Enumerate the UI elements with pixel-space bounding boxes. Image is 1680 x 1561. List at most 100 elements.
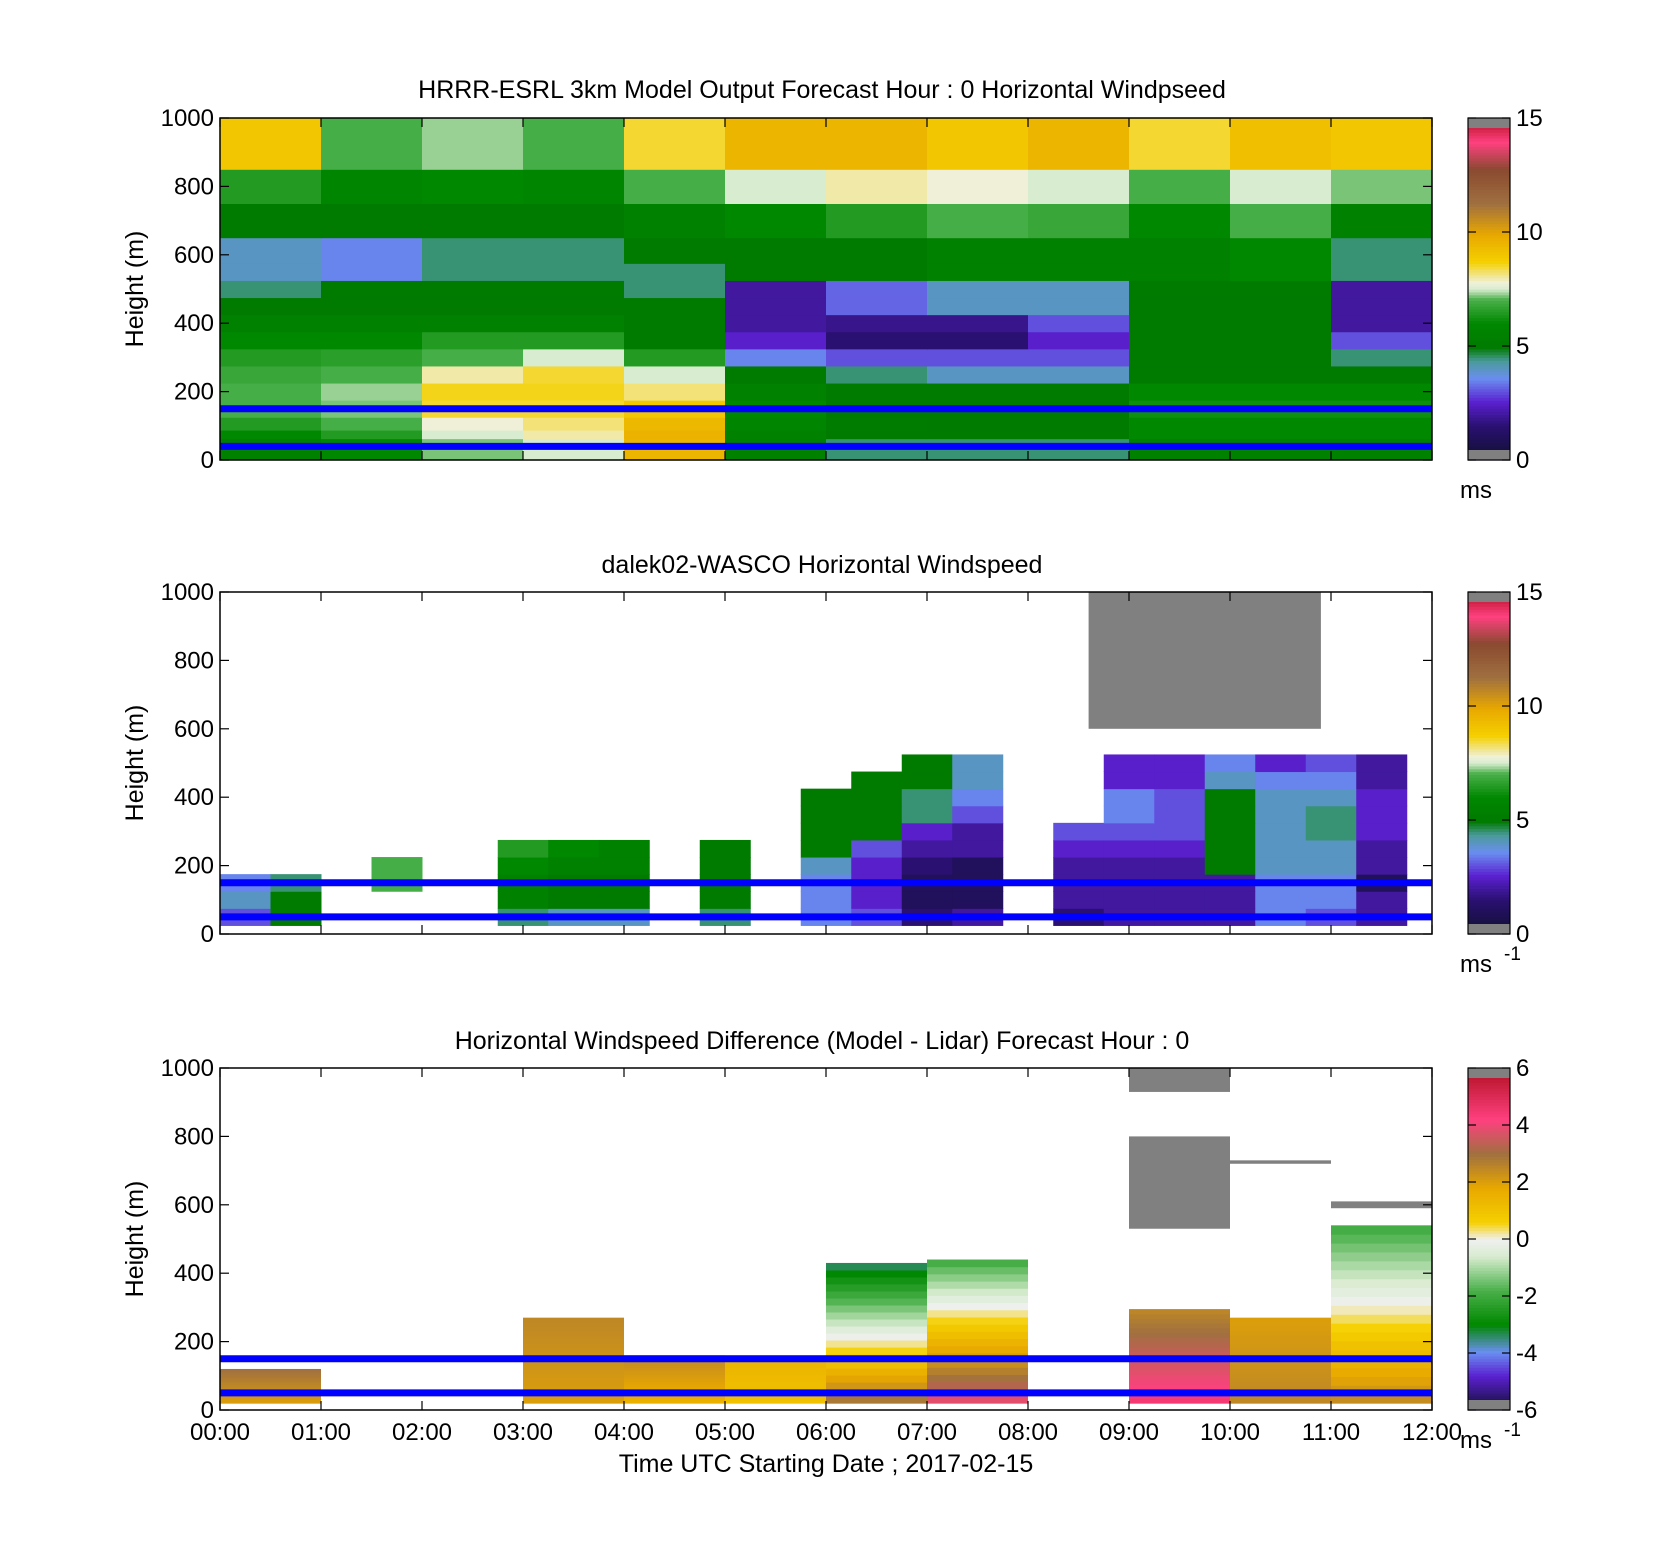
colorbar-swatch <box>1468 916 1510 921</box>
colorbar-swatch <box>1468 334 1510 339</box>
colorbar-swatch <box>1468 431 1510 435</box>
y-tick-label: 200 <box>174 853 214 880</box>
colorbar-swatch <box>1468 637 1510 642</box>
heatmap-cell <box>624 263 726 281</box>
colorbar-swatch <box>1468 175 1510 179</box>
heatmap-cell <box>1331 118 1432 170</box>
heatmap-cell <box>1129 1398 1230 1404</box>
y-tick-label: 400 <box>174 1260 214 1287</box>
heatmap-cell <box>220 1398 321 1401</box>
colorbar-swatch <box>1468 1173 1510 1177</box>
colorbar-frame <box>1467 591 1511 935</box>
colorbar-swatch <box>1468 223 1510 227</box>
colorbar-swatch <box>1468 1244 1510 1249</box>
colorbar-swatch <box>1468 1210 1510 1214</box>
heatmap-cell <box>523 263 625 281</box>
colorbar-swatch <box>1468 668 1510 673</box>
colorbar-tick-label: 10 <box>1516 219 1543 246</box>
heatmap-cell <box>1230 237 1332 264</box>
colorbar-swatch <box>1468 820 1510 824</box>
heatmap-cell <box>725 297 827 316</box>
colorbar-swatch <box>1468 1150 1510 1155</box>
heatmap-cell <box>1103 822 1155 841</box>
heatmap-cell <box>1204 822 1256 841</box>
heatmap-cell <box>1331 1278 1432 1289</box>
colorbar-swatch <box>1468 1247 1510 1251</box>
colorbar-swatch <box>1468 368 1510 373</box>
heatmap-cell <box>523 1326 624 1331</box>
colorbar-swatch <box>1468 671 1510 676</box>
heatmap-cell <box>725 1369 826 1373</box>
heatmap-cell <box>624 348 726 367</box>
out-of-range-region <box>1129 1136 1230 1229</box>
heatmap-cell <box>901 839 953 858</box>
colorbar-swatch <box>1468 680 1510 684</box>
colorbar-swatch <box>1468 206 1510 210</box>
colorbar-swatch <box>1468 246 1510 250</box>
colorbar-swatch <box>1468 1087 1510 1092</box>
heatmap-cell <box>1129 1351 1230 1357</box>
colorbar-swatch <box>1468 1085 1510 1089</box>
heatmap-cell <box>1129 1346 1230 1352</box>
colorbar-swatch <box>1468 894 1510 898</box>
heatmap-cell <box>1305 805 1357 824</box>
colorbar-swatch <box>1468 1307 1510 1311</box>
heatmap-cell <box>1230 1398 1331 1404</box>
colorbar-swatch <box>1468 694 1510 699</box>
x-tick-label: 09:00 <box>1099 1419 1159 1446</box>
heatmap-cell <box>800 805 852 824</box>
heatmap-cell <box>826 1333 927 1341</box>
colorbar-swatch <box>1468 1090 1510 1095</box>
colorbar-swatch <box>1468 1355 1510 1360</box>
heatmap-cell <box>220 280 322 299</box>
heatmap-cell <box>1103 857 1155 875</box>
colorbar-swatch <box>1468 757 1510 761</box>
heatmap-cell <box>952 754 1004 773</box>
heatmap-cell <box>1204 788 1256 807</box>
colorbar-swatch <box>1468 1179 1510 1183</box>
heatmap-cell <box>851 839 903 858</box>
colorbar-swatch <box>1468 797 1510 801</box>
colorbar-swatch <box>1468 1353 1510 1357</box>
y-tick-label: 600 <box>174 242 214 269</box>
heatmap-cell <box>725 348 827 367</box>
panel-lidar-colorbar: 0 5 10 15 ms -1 <box>1460 579 1543 978</box>
heatmap-cell <box>1331 383 1432 401</box>
colorbar-swatch <box>1468 403 1510 407</box>
colorbar-swatch <box>1468 1370 1510 1374</box>
heatmap-cell <box>220 891 271 909</box>
heatmap-cell <box>1331 263 1432 281</box>
colorbar-swatch <box>1468 391 1510 396</box>
heatmap-cell <box>725 263 827 281</box>
panel-diff-xticks: 00:00 01:00 02:00 03:00 04:00 05:00 06:00 07:00… <box>190 1068 1462 1446</box>
heatmap-cell <box>826 263 928 281</box>
colorbar-swatch <box>1468 626 1510 630</box>
heatmap-cell <box>1305 788 1357 807</box>
colorbar-swatch <box>1468 297 1510 301</box>
heatmap-cell <box>523 118 625 170</box>
colorbar-swatch <box>1468 1199 1510 1203</box>
colorbar-swatch <box>1468 1224 1510 1229</box>
heatmap-cell <box>1154 822 1206 841</box>
heatmap-cell <box>523 169 625 204</box>
heatmap-cell <box>826 1297 927 1306</box>
heatmap-cell <box>497 857 549 875</box>
colorbar-swatch <box>1468 311 1510 316</box>
heatmap-cell <box>1331 1349 1432 1360</box>
heatmap-cell <box>1129 1337 1230 1343</box>
heatmap-cell <box>220 1386 321 1389</box>
heatmap-cell <box>1230 314 1332 333</box>
heatmap-cell <box>1331 1234 1432 1244</box>
colorbar-swatch <box>1468 166 1510 170</box>
heatmap-cell <box>927 417 1029 431</box>
heatmap-cell <box>1129 297 1231 316</box>
heatmap-cell <box>1331 280 1432 299</box>
heatmap-cell <box>952 771 1004 790</box>
colorbar-swatch <box>1468 271 1510 276</box>
colorbar-swatch <box>1468 1390 1510 1394</box>
colorbar-tick-label: 15 <box>1516 579 1543 606</box>
heatmap-cell <box>725 331 827 350</box>
heatmap-cell <box>826 1305 927 1313</box>
colorbar-swatch <box>1468 135 1510 139</box>
heatmap-cell <box>1129 1323 1230 1329</box>
